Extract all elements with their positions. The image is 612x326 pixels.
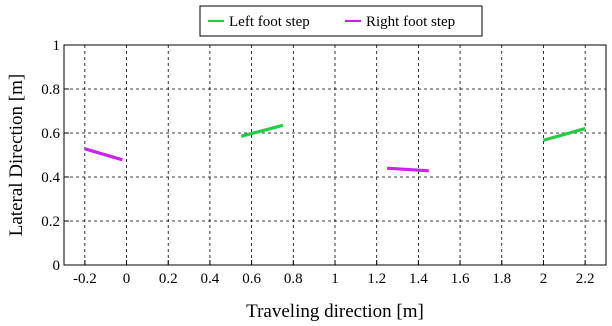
right-foot-step-segment [84,147,123,162]
x-axis-title: Traveling direction [m] [246,301,424,322]
series-layer [84,123,586,173]
x-tick-label: 1.6 [451,271,470,287]
left-foot-step-segment [240,123,284,138]
legend-box [199,5,483,37]
x-tick-label: 0.6 [242,271,261,287]
x-tick-label: 0.4 [201,271,220,287]
x-tick-label: 1 [331,271,339,287]
y-tick-label: 0.2 [41,214,60,230]
x-tick-label: 2 [540,271,548,287]
y-tick-label: 0.4 [41,170,60,186]
ticks: -0.2 0 0.2 0.4 0.6 0.8 1 1.2 1.4 1.6 1.8 2 2.2 0 0.2 0.… [41,38,594,287]
y-tick-label: 1 [53,38,61,54]
y-axis-title: Lateral Direction [m] [6,74,27,236]
x-tick-label: 2.2 [576,271,595,287]
grid [64,44,606,266]
y-tick-label: 0 [53,258,61,274]
x-tick-label: -0.2 [73,271,97,287]
y-tick-label: 0.6 [41,126,60,142]
legend-label: Right foot step [366,14,455,30]
right-foot-step-segment [387,166,429,173]
x-tick-label: 0.2 [159,271,178,287]
x-tick-label: 0 [123,271,131,287]
x-tick-label: 1.8 [492,271,511,287]
legend: Left foot step Right foot step [199,5,483,37]
left-foot-step-segment [543,127,586,142]
legend-label: Left foot step [229,14,310,30]
x-tick-label: 1.2 [367,271,386,287]
y-tick-label: 0.8 [41,82,60,98]
x-tick-label: 0.8 [284,271,303,287]
x-tick-label: 1.4 [409,271,428,287]
